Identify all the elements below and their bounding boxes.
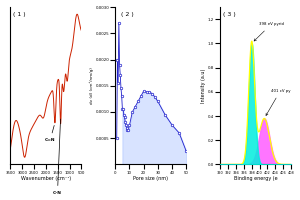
Text: ( 3 ): ( 3 )	[223, 12, 236, 17]
Text: ( 1 ): ( 1 )	[13, 12, 26, 17]
X-axis label: Pore size (nm): Pore size (nm)	[133, 176, 168, 181]
Text: C-N: C-N	[53, 119, 62, 195]
X-axis label: Wavenumber (cm⁻¹): Wavenumber (cm⁻¹)	[21, 176, 71, 181]
Text: 398 eV pyrid: 398 eV pyrid	[254, 22, 284, 41]
Y-axis label: dv (d) (cm³/nm/g): dv (d) (cm³/nm/g)	[89, 67, 94, 104]
Text: ( 2 ): ( 2 )	[121, 12, 134, 17]
Text: 401 cV py: 401 cV py	[266, 89, 290, 115]
Y-axis label: Intensity (a.u): Intensity (a.u)	[201, 69, 206, 103]
Text: C=N: C=N	[45, 125, 55, 142]
X-axis label: Binding energy (e: Binding energy (e	[234, 176, 278, 181]
